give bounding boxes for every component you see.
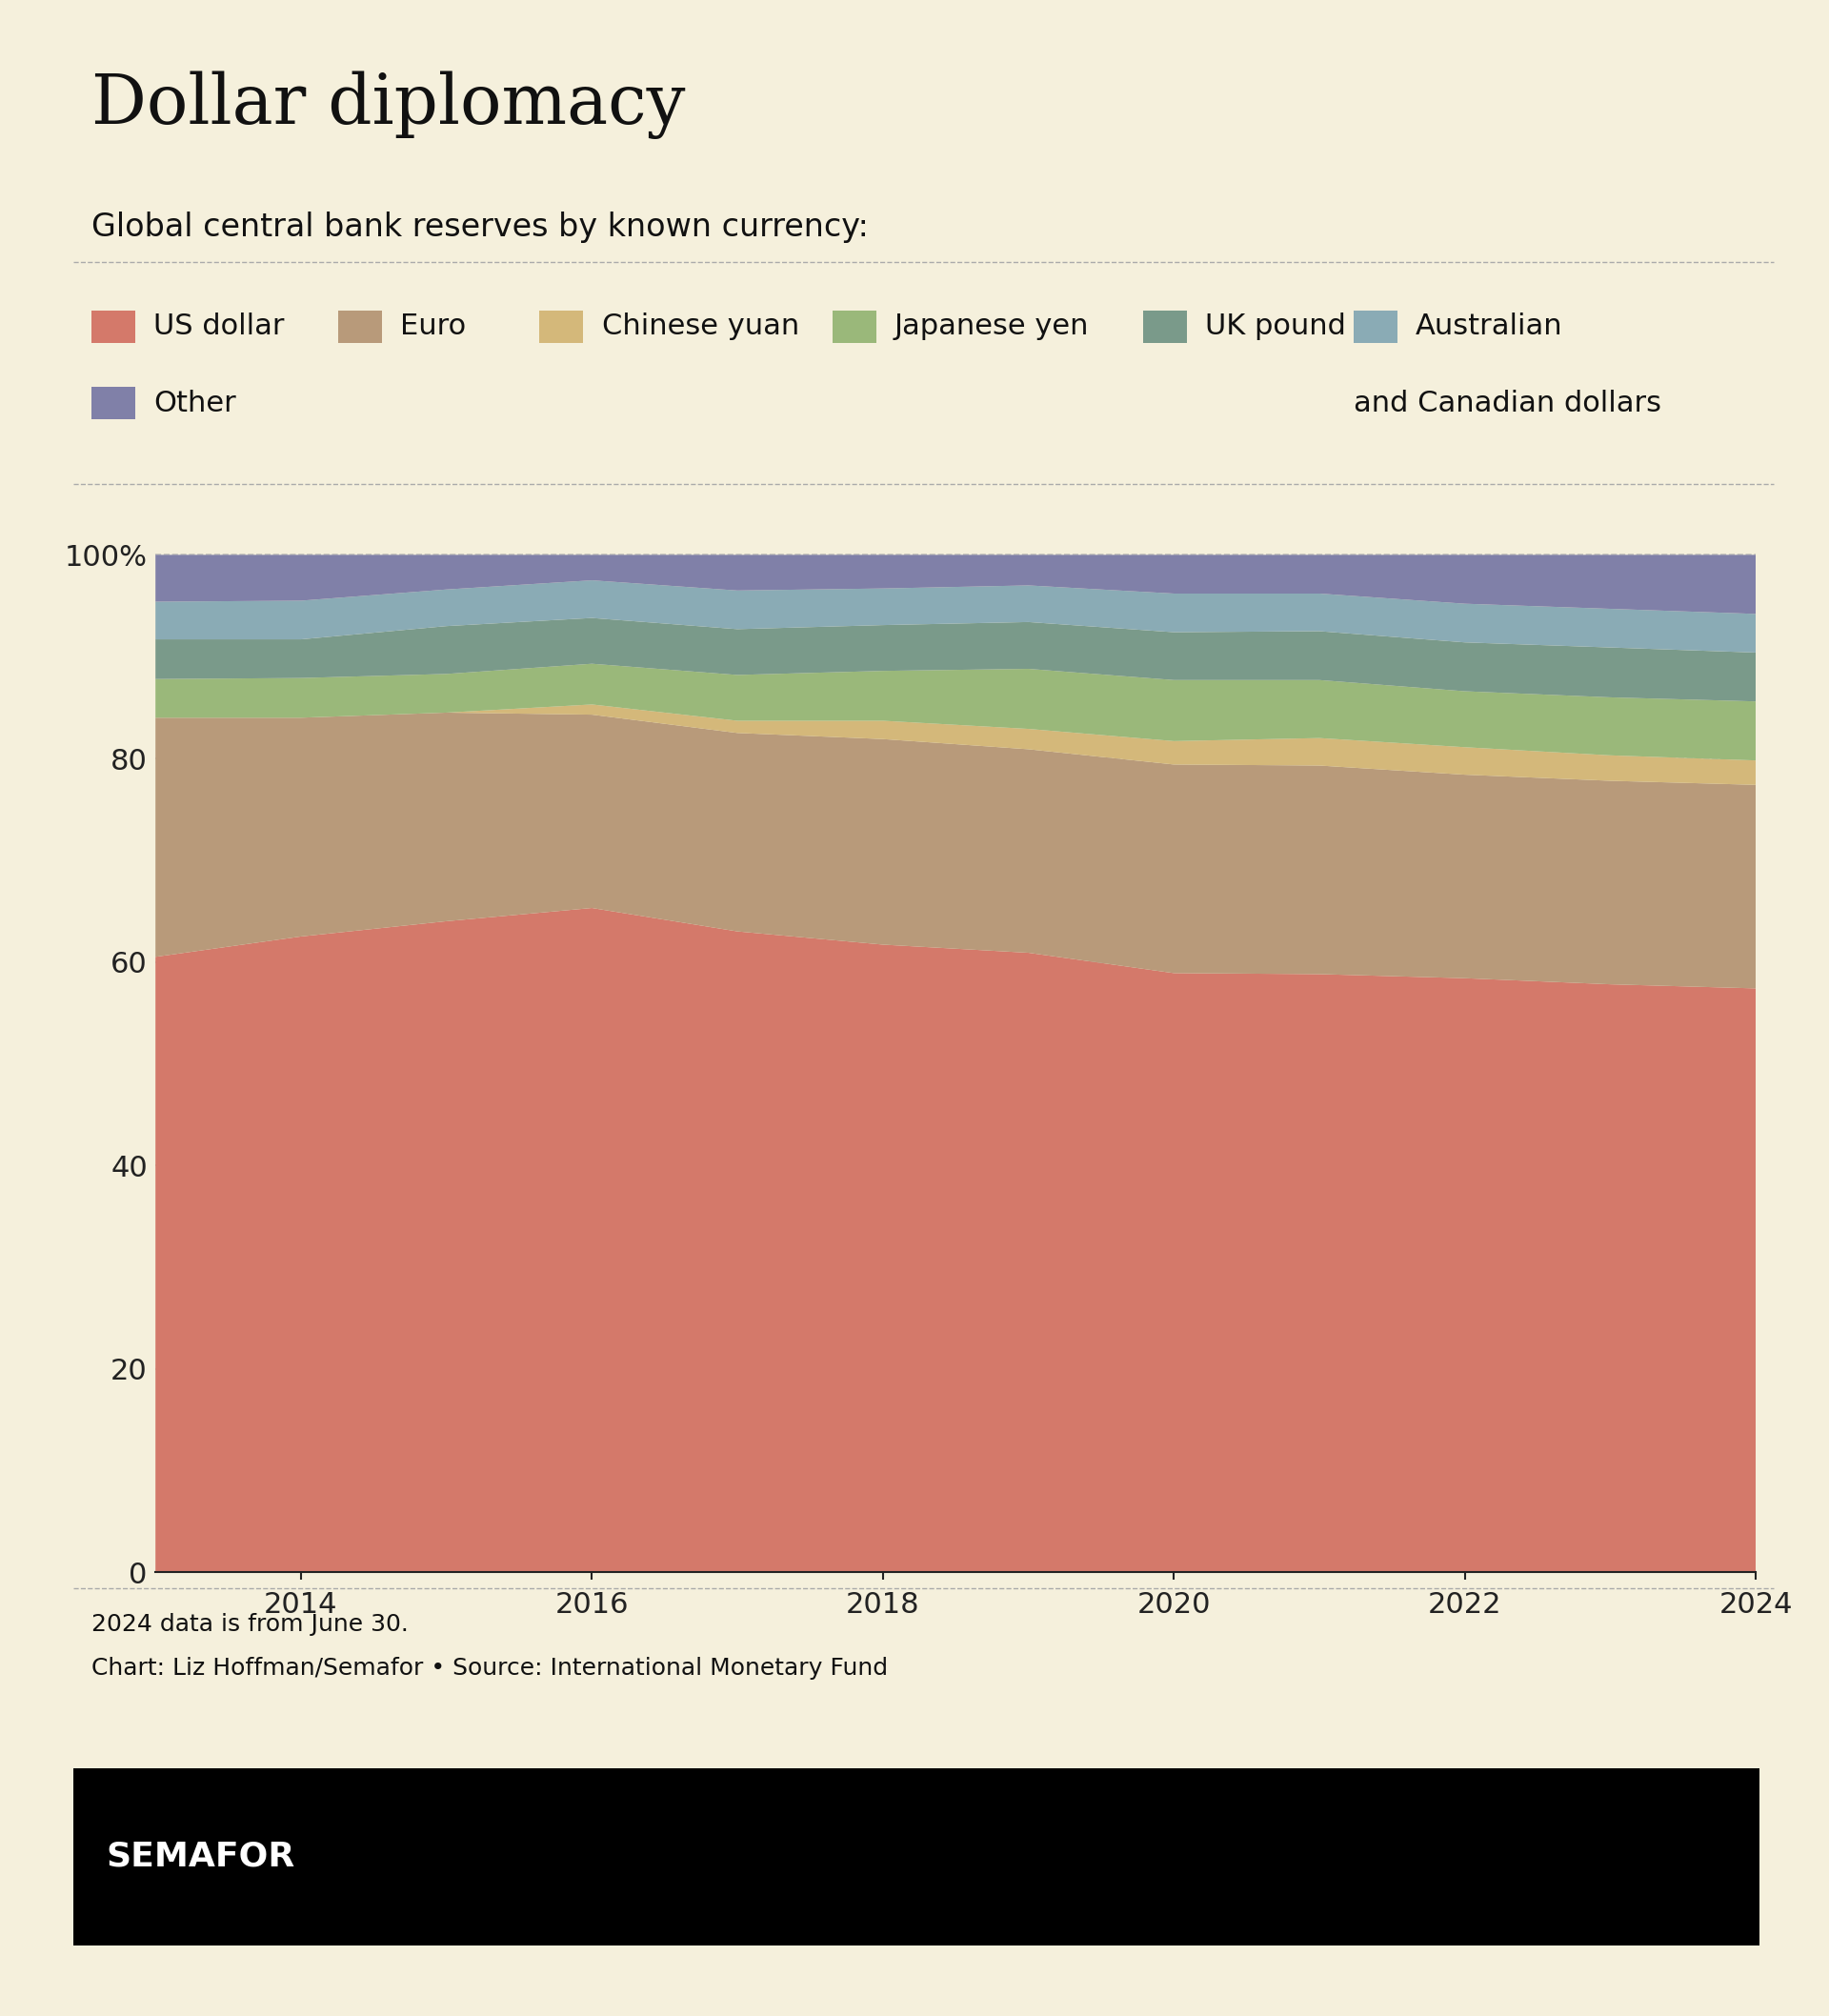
Text: Dollar diplomacy: Dollar diplomacy (91, 71, 686, 139)
Text: Global central bank reserves by known currency:: Global central bank reserves by known cu… (91, 212, 869, 244)
Text: UK pound: UK pound (1205, 312, 1346, 341)
Text: SEMAFOR: SEMAFOR (106, 1841, 294, 1873)
Text: Euro: Euro (401, 312, 466, 341)
Text: 2024 data is from June 30.: 2024 data is from June 30. (91, 1613, 408, 1635)
Text: Other: Other (154, 389, 236, 417)
Text: and Canadian dollars: and Canadian dollars (1353, 389, 1661, 417)
Text: Japanese yen: Japanese yen (894, 312, 1090, 341)
Text: Chart: Liz Hoffman/Semafor • Source: International Monetary Fund: Chart: Liz Hoffman/Semafor • Source: Int… (91, 1657, 887, 1679)
Text: Australian: Australian (1416, 312, 1564, 341)
Text: US dollar: US dollar (154, 312, 285, 341)
Text: Chinese yuan: Chinese yuan (602, 312, 799, 341)
